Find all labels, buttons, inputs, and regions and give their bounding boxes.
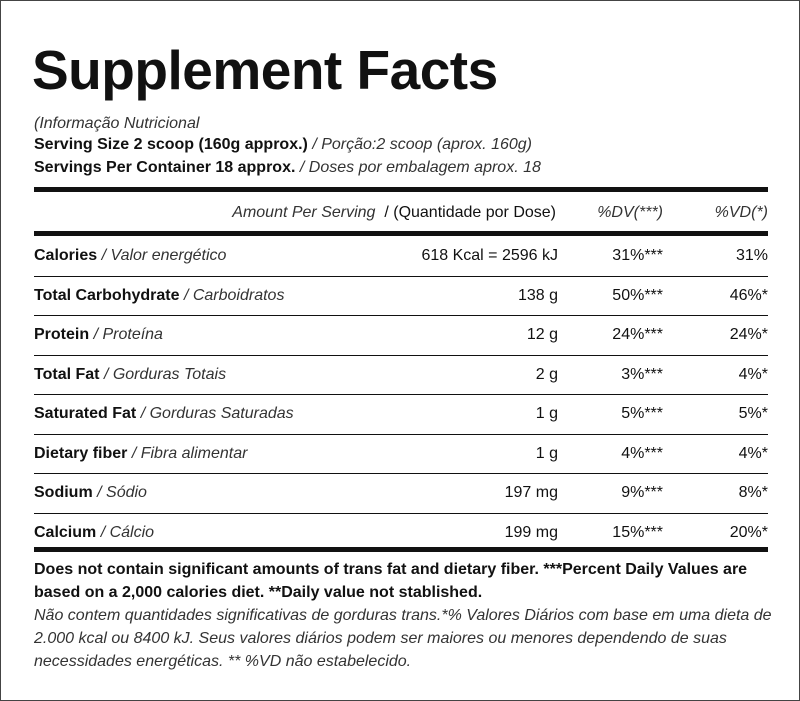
servings-per-container: Servings Per Container 18 approx. / Dose… (34, 158, 541, 178)
nutrient-dv: 3%*** (621, 365, 663, 383)
nutrient-name-pt: / Sódio (97, 484, 147, 501)
serving-size-label: Serving Size 2 scoop (160g approx.) (34, 136, 308, 153)
nutrient-name: Dietary fiber / Fibra alimentar (34, 445, 247, 463)
footnote-english: Does not contain significant amounts of … (34, 561, 748, 601)
nutrient-name: Calories / Valor energético (34, 247, 226, 265)
row-divider (34, 315, 768, 316)
nutrient-vd: 4%* (738, 444, 768, 462)
nutrient-name: Saturated Fat / Gorduras Saturadas (34, 405, 294, 423)
amount-header-pt: / (Quantidade por Dose) (384, 204, 556, 221)
nutrient-vd: 4%* (738, 365, 768, 383)
footnotes: Does not contain significant amounts of … (34, 558, 774, 673)
nutrient-name-en: Calories (34, 247, 98, 264)
nutrient-name-en: Calcium (34, 523, 97, 541)
nutrient-row: Total Carbohydrate / Carboidratos 138 g 50… (34, 277, 768, 316)
thick-divider (34, 231, 768, 236)
amount-header: Amount Per Serving / (Quantidade por Dos… (232, 204, 556, 222)
dv-header: %DV(***) (597, 204, 663, 221)
column-header: Amount Per Serving / (Quantidade por Dos… (34, 194, 768, 233)
nutrient-vd: 5%* (738, 405, 768, 422)
nutrient-name-pt: / Cálcio (100, 523, 155, 541)
nutrient-dv: 9%*** (621, 484, 663, 501)
row-divider (34, 512, 768, 514)
nutrient-name-en: Sodium (34, 484, 93, 501)
thick-divider (34, 547, 768, 552)
nutrient-amount: 199 mg (504, 523, 558, 541)
servings-translation: / Doses por embalagem aprox. 18 (299, 159, 541, 176)
nutrient-row: Sodium / Sódio 197 mg 9%*** 8%* (34, 474, 768, 513)
nutrient-name-pt: / Gorduras Totais (103, 365, 227, 383)
nutrient-name: Total Fat / Gorduras Totais (34, 366, 226, 384)
nutrient-row: Protein / Proteína 12 g 24%*** 24%* (34, 316, 768, 355)
row-divider (34, 433, 768, 435)
nutrient-vd: 8%* (738, 484, 768, 501)
nutrient-amount: 618 Kcal = 2596 kJ (421, 247, 558, 264)
nutrient-vd: 20%* (729, 523, 768, 541)
nutrient-row: Total Fat / Gorduras Totais 2 g 3%*** 4%* (34, 356, 768, 395)
nutrient-name-en: Dietary fiber (34, 444, 128, 462)
nutrient-dv: 50%*** (612, 286, 663, 304)
nutrient-amount: 197 mg (504, 484, 558, 501)
nutrient-amount: 1 g (535, 405, 558, 422)
nutrient-name-pt: / Valor energético (101, 247, 227, 264)
nutrient-name-en: Total Carbohydrate (34, 286, 180, 304)
nutrient-name: Total Carbohydrate / Carboidratos (34, 287, 284, 305)
nutrient-row: Calories / Valor energético 618 Kcal = 25… (34, 237, 768, 276)
amount-header-en: Amount Per Serving (232, 204, 376, 221)
nutrient-name: Protein / Proteína (34, 326, 163, 344)
servings-label: Servings Per Container 18 approx. (34, 159, 296, 176)
nutrient-amount: 12 g (526, 326, 558, 343)
nutrient-name: Sodium / Sódio (34, 484, 147, 502)
subtitle: (Informação Nutricional (34, 115, 200, 132)
nutrient-dv: 5%*** (621, 405, 663, 422)
nutrient-dv: 31%*** (612, 247, 663, 264)
nutrient-amount: 138 g (517, 286, 558, 304)
nutrient-name-pt: / Gorduras Saturadas (140, 405, 294, 422)
vd-header: %VD(*) (714, 204, 768, 221)
nutrient-row: Calcium / Cálcio 199 mg 15%*** 20%* (34, 514, 768, 553)
nutrient-name-en: Total Fat (34, 365, 100, 383)
nutrient-amount: 1 g (535, 444, 558, 462)
nutrient-name-pt: / Carboidratos (183, 286, 285, 304)
nutrient-vd: 46%* (729, 286, 768, 304)
nutrient-row: Saturated Fat / Gorduras Saturadas 1 g 5%*… (34, 395, 768, 434)
nutrient-vd: 31% (735, 247, 768, 264)
serving-size: Serving Size 2 scoop (160g approx.) / Po… (34, 135, 532, 155)
row-divider (34, 473, 768, 474)
nutrient-name: Calcium / Cálcio (34, 524, 154, 542)
footnote-portuguese: Não contem quantidades significativas de… (34, 607, 772, 670)
nutrient-name-en: Protein (34, 326, 90, 343)
nutrient-dv: 4%*** (621, 444, 663, 462)
nutrient-row: Dietary fiber / Fibra alimentar 1 g 4%*** 4… (34, 435, 768, 474)
row-divider (34, 275, 768, 277)
nutrient-amount: 2 g (535, 365, 558, 383)
thick-divider (34, 187, 768, 192)
row-divider (34, 394, 768, 395)
nutrient-vd: 24%* (729, 326, 768, 343)
label-title: Supplement Facts (32, 39, 498, 101)
nutrient-dv: 15%*** (612, 523, 663, 541)
nutrient-name-pt: / Proteína (93, 326, 163, 343)
nutrient-dv: 24%*** (612, 326, 663, 343)
row-divider (34, 354, 768, 356)
nutrient-name-en: Saturated Fat (34, 405, 137, 422)
serving-size-translation: / Porção:2 scoop (aprox. 160g) (312, 136, 532, 153)
nutrient-name-pt: / Fibra alimentar (131, 444, 248, 462)
